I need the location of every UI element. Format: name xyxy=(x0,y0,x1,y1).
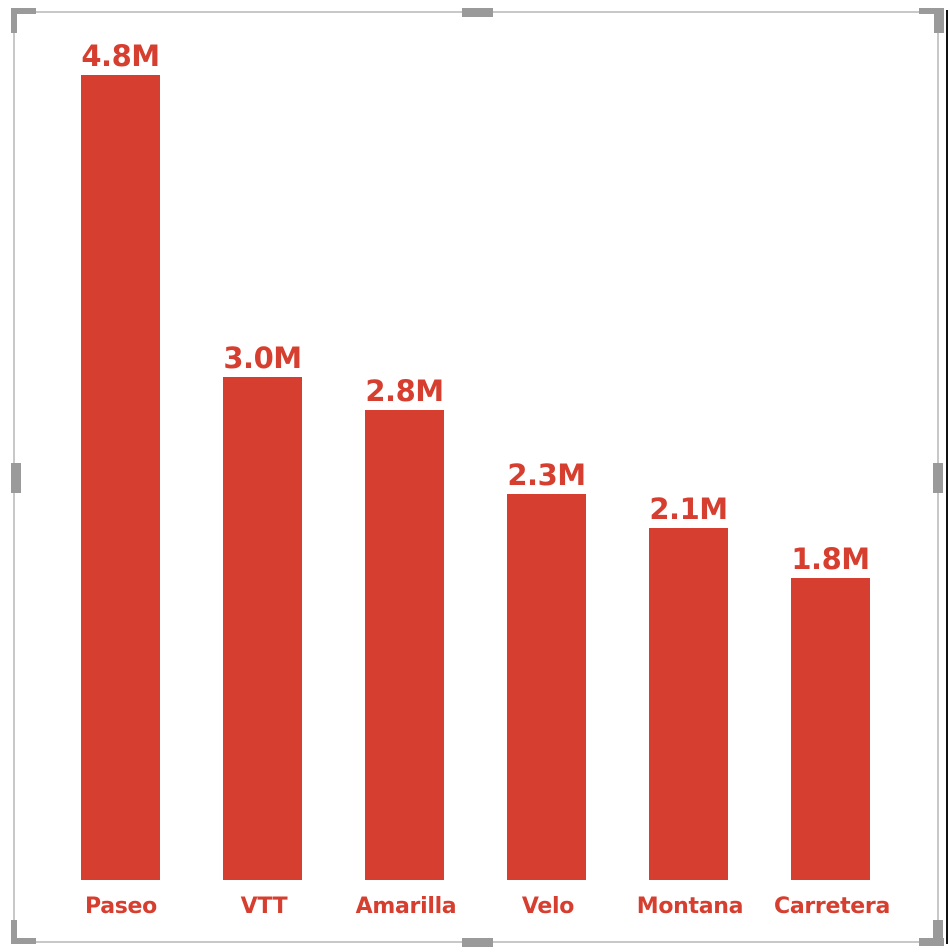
bar-vtt[interactable] xyxy=(223,377,302,880)
resize-handle-top-left[interactable] xyxy=(11,8,17,33)
resize-handle-left[interactable] xyxy=(11,463,21,493)
category-label-carretera: Carretera xyxy=(773,894,891,919)
bar-amarilla[interactable] xyxy=(365,410,444,880)
bar-carretera[interactable] xyxy=(791,578,870,880)
category-label-vtt: VTT xyxy=(240,894,288,919)
category-label-velo: Velo xyxy=(521,894,575,919)
resize-handle-bottom-left[interactable] xyxy=(11,938,36,944)
resize-handle-top-right[interactable] xyxy=(919,8,944,14)
window-edge xyxy=(946,10,948,944)
bar-paseo[interactable] xyxy=(81,75,160,880)
bar-velo[interactable] xyxy=(507,494,586,880)
resize-handle-bottom-left[interactable] xyxy=(11,920,17,944)
resize-handle-top-right[interactable] xyxy=(934,8,944,33)
resize-handle-top[interactable] xyxy=(462,8,493,17)
data-label-carretera: 1.8M xyxy=(791,542,870,576)
resize-handle-bottom-right[interactable] xyxy=(919,938,944,946)
bar-montana[interactable] xyxy=(649,528,728,880)
resize-handle-top-left[interactable] xyxy=(11,8,36,14)
data-label-paseo: 4.8M xyxy=(81,39,160,73)
category-label-montana: Montana xyxy=(636,894,744,919)
category-label-paseo: Paseo xyxy=(84,894,157,919)
data-label-montana: 2.1M xyxy=(649,492,728,526)
category-label-amarilla: Amarilla xyxy=(355,894,457,919)
resize-handle-bottom[interactable] xyxy=(462,938,493,947)
data-label-vtt: 3.0M xyxy=(223,341,302,375)
resize-handle-right[interactable] xyxy=(933,463,943,493)
resize-handle-bottom-right[interactable] xyxy=(933,920,943,946)
data-label-amarilla: 2.8M xyxy=(365,374,444,408)
data-label-velo: 2.3M xyxy=(507,458,586,492)
